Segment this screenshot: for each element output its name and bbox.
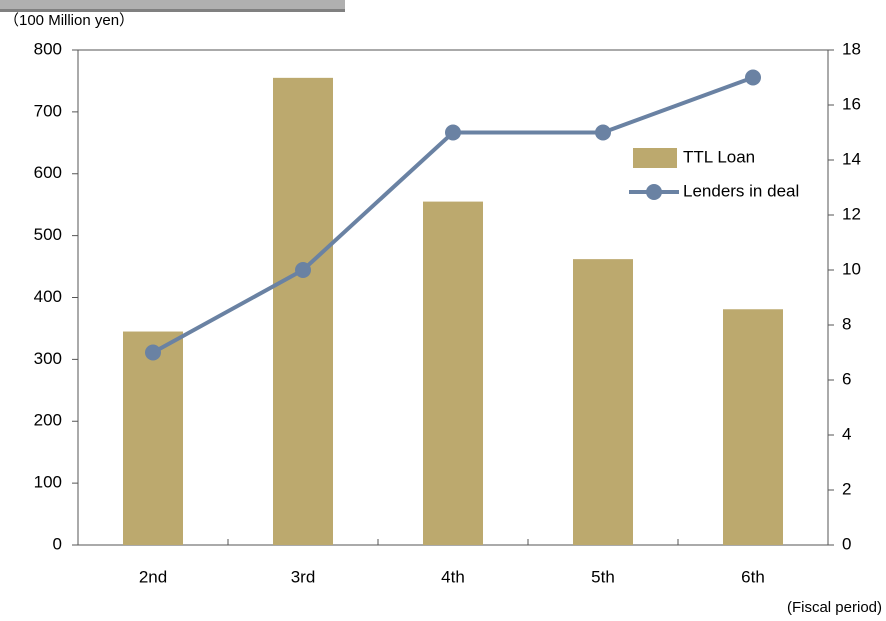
y-tick-label: 600	[34, 163, 62, 182]
legend-label: TTL Loan	[683, 147, 755, 166]
y-tick-label: 100	[34, 473, 62, 492]
point	[745, 69, 761, 86]
y2-tick-label: 0	[842, 534, 851, 553]
y-axis-label: （100 Million yen）	[4, 12, 134, 29]
y-tick-label: 200	[34, 411, 62, 430]
header-strip	[0, 0, 345, 9]
point	[145, 344, 161, 361]
header-strip-shadow	[0, 9, 345, 12]
y2-tick-label: 10	[842, 259, 861, 278]
point	[295, 262, 311, 278]
x-tick-label: 2nd	[139, 567, 167, 586]
x-tick-label: 6th	[741, 567, 765, 586]
y2-tick-label: 14	[842, 149, 861, 168]
bar	[423, 201, 483, 545]
bar	[123, 331, 183, 545]
y-tick-label: 500	[34, 225, 62, 244]
legend-label: Lenders in deal	[683, 181, 799, 200]
y2-tick-label: 4	[842, 424, 851, 443]
legend-swatch-marker	[646, 184, 662, 200]
point	[595, 124, 611, 141]
y2-tick-label: 8	[842, 314, 851, 333]
x-tick-label: 4th	[441, 567, 465, 586]
y-tick-label: 800	[34, 39, 62, 58]
x-axis-label: (Fiscal period)	[787, 599, 882, 616]
y-tick-label: 400	[34, 287, 62, 306]
y2-tick-label: 6	[842, 369, 851, 388]
point	[445, 124, 461, 141]
legend-swatch	[633, 148, 677, 168]
y-tick-label: 300	[34, 349, 62, 368]
x-tick-label: 3rd	[291, 567, 316, 586]
y2-tick-label: 12	[842, 204, 861, 223]
y2-tick-label: 16	[842, 94, 861, 113]
bar	[573, 259, 633, 545]
x-tick-label: 5th	[591, 567, 615, 586]
bar	[723, 309, 783, 545]
y-tick-label: 700	[34, 101, 62, 120]
y2-tick-label: 18	[842, 39, 861, 58]
bar	[273, 77, 333, 545]
y-tick-label: 0	[53, 534, 62, 553]
y2-tick-label: 2	[842, 479, 851, 498]
